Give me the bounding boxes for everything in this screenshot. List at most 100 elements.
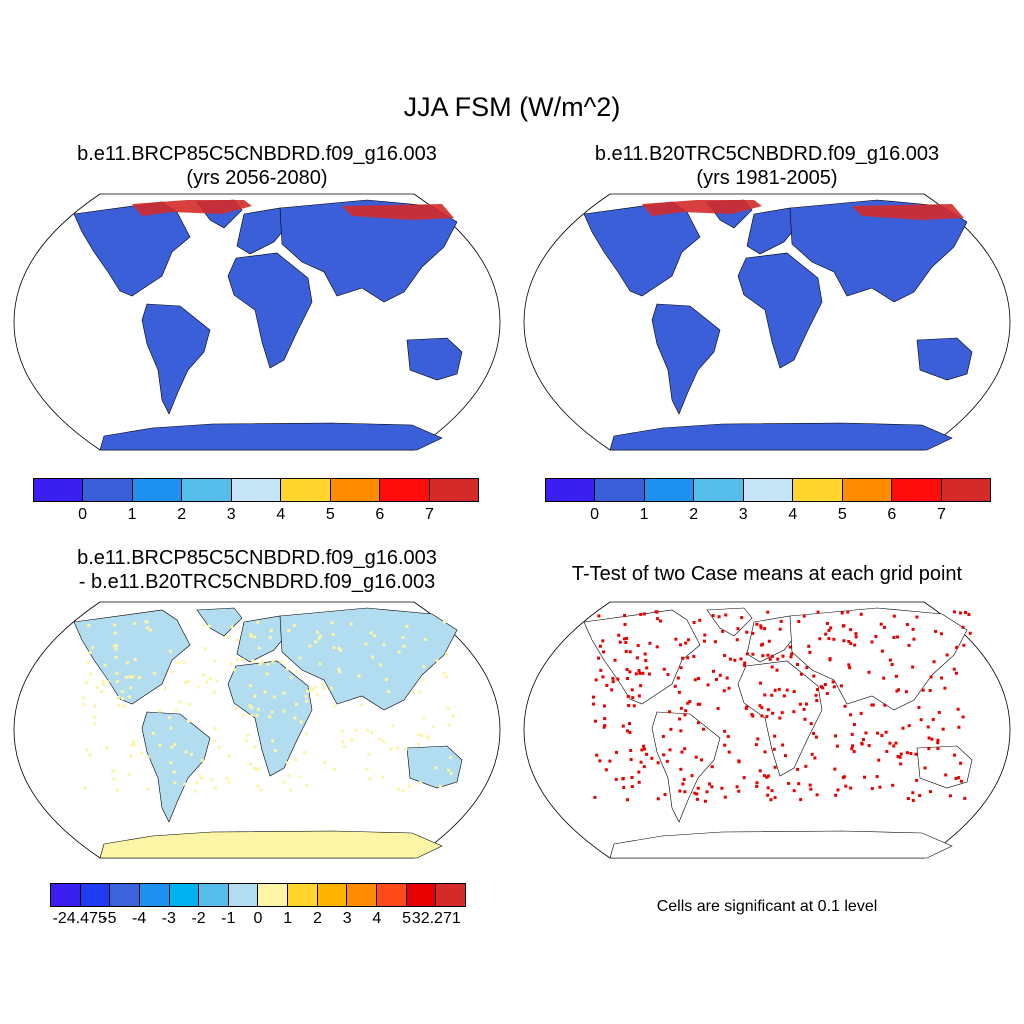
significant-cell [904, 690, 908, 694]
diff-speckle [227, 780, 231, 784]
significant-cell [885, 749, 889, 753]
land-antarctica [609, 422, 953, 451]
significant-cell [882, 676, 886, 680]
significant-cell [635, 656, 639, 660]
significant-cell [656, 761, 660, 765]
significant-cell [957, 776, 961, 780]
significant-cell [931, 717, 935, 721]
significant-cell [625, 667, 629, 671]
diff-speckle [201, 673, 205, 677]
diff-speckle [217, 745, 221, 749]
diff-speckle [268, 715, 272, 719]
significant-cell [700, 758, 704, 762]
diff-speckle [366, 728, 370, 732]
significant-cell [621, 777, 625, 781]
significant-cell [778, 627, 782, 631]
significant-cell [616, 677, 620, 681]
significant-cell [702, 727, 706, 731]
significant-cell [842, 624, 846, 628]
significant-cell [617, 633, 621, 637]
diff-speckle [229, 662, 233, 666]
diff-speckle [305, 699, 309, 703]
diff-speckle [271, 739, 275, 743]
significant-cell [725, 676, 729, 680]
diff-speckle [256, 707, 260, 711]
diff-speckle [85, 748, 89, 752]
colorbar-tick-label: 1 [127, 506, 137, 523]
significant-cell [799, 672, 803, 676]
significant-cell [813, 756, 817, 760]
diff-speckle [169, 726, 173, 730]
figure-title: JJA FSM (W/m^2) [403, 92, 621, 122]
significant-cell [711, 669, 715, 673]
significant-cell [812, 674, 816, 678]
significant-cell [959, 779, 963, 783]
significant-cell [867, 670, 871, 674]
significant-cell [788, 645, 792, 649]
diff-speckle [169, 761, 173, 765]
diff-speckle [253, 635, 257, 639]
significant-cell [941, 727, 945, 731]
significant-cell [814, 735, 818, 739]
diff-speckle [426, 735, 430, 739]
significant-cell [702, 639, 706, 643]
significant-cell [642, 747, 646, 751]
diff-speckle [397, 650, 401, 654]
colorbar-tick-label: 0 [590, 506, 599, 523]
significant-cell [789, 655, 793, 659]
significant-cell [779, 619, 783, 623]
significant-cell [883, 625, 887, 629]
diff-speckle [404, 747, 408, 751]
diff-speckle [314, 640, 318, 644]
significant-cell [668, 748, 672, 752]
significant-cell [911, 791, 915, 795]
significant-cell [867, 744, 871, 748]
colorbar-tick-label: 3 [342, 910, 352, 927]
diff-speckle [289, 788, 293, 792]
diff-speckle [321, 683, 325, 687]
diff-speckle [203, 647, 207, 651]
significant-cell [639, 612, 643, 616]
diff-speckle [384, 677, 388, 681]
significant-cell [851, 744, 855, 748]
significant-cell [831, 680, 835, 684]
colorbar-swatch [793, 479, 843, 501]
diff-speckle [338, 670, 342, 674]
significant-cell [655, 610, 659, 614]
diff-speckle [305, 784, 309, 788]
significant-cell [677, 690, 681, 694]
significant-cell [936, 746, 940, 750]
diff-speckle [315, 630, 319, 634]
significant-cell [628, 650, 632, 654]
colorbar-swatch [644, 479, 695, 501]
colorbar-tick-label: 7 [424, 506, 434, 523]
significant-cell [810, 752, 814, 756]
significant-cell [760, 714, 764, 718]
significant-cell [661, 734, 665, 738]
significant-cell [892, 744, 896, 748]
significant-cell [948, 794, 952, 798]
colorbar-swatch [743, 479, 794, 501]
significant-cell [803, 717, 807, 721]
significant-cell [843, 704, 847, 708]
colorbar-swatch [281, 479, 331, 501]
significant-cell [695, 792, 699, 796]
diff-speckle [369, 631, 373, 635]
diff-speckle [87, 661, 91, 665]
significant-cell [880, 734, 884, 738]
significant-cell [641, 671, 645, 675]
significant-cell [626, 729, 630, 733]
significant-cell [745, 652, 749, 656]
diff-speckle [285, 667, 289, 671]
diff-speckle [174, 708, 178, 712]
significant-cell [775, 668, 779, 672]
diff-speckle [268, 635, 272, 639]
significant-cell [899, 752, 903, 756]
significant-cell [693, 678, 697, 682]
significant-cell [634, 672, 638, 676]
significant-cell [597, 656, 601, 660]
diff-speckle [248, 704, 252, 708]
significant-cell [724, 613, 728, 617]
significant-cell [894, 674, 898, 678]
significant-cell [663, 793, 667, 797]
